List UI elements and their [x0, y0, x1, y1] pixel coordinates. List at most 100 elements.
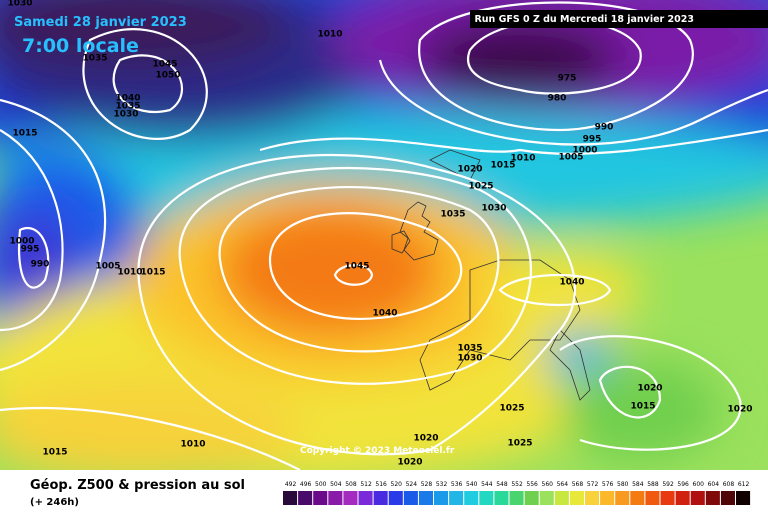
isobar-label: 1010 [180, 440, 205, 450]
isobar-label: 1020 [727, 405, 752, 415]
scale-swatch [675, 491, 690, 505]
scale-label: 532 [436, 481, 448, 488]
isobar-label: 1020 [413, 434, 438, 444]
scale-swatch [569, 491, 584, 505]
scale-swatch [313, 491, 328, 505]
scale-label: 508 [345, 481, 357, 488]
scale-swatch [418, 491, 433, 505]
isobar-labels: 1030101010351045105010401035103010159759… [7, 0, 752, 468]
scale-swatch [343, 491, 358, 505]
scale-label: 596 [677, 481, 689, 488]
scale-label: 588 [647, 481, 659, 488]
scale-label: 516 [375, 481, 387, 488]
isobar-label: 1025 [507, 439, 532, 449]
isobar-label: 1010 [317, 30, 342, 40]
scale-label: 580 [617, 481, 629, 488]
isobar-label: 1040 [372, 309, 397, 319]
scale-label: 564 [557, 481, 569, 488]
scale-swatch [479, 491, 494, 505]
isobar-label: 975 [558, 74, 577, 84]
scale-label: 584 [632, 481, 644, 488]
isobar-label: 1010 [117, 268, 142, 278]
isobar-label: 1035 [440, 210, 465, 220]
scale-swatch [539, 491, 554, 505]
scale-swatch [283, 491, 298, 505]
isobar-label: 1030 [457, 354, 482, 364]
scale-label: 572 [587, 481, 599, 488]
scale-swatch [434, 491, 449, 505]
scale-swatch [449, 491, 464, 505]
forecast-date: Samedi 28 janvier 2023 [14, 15, 187, 30]
color-scale: 492 496 500 504 508 512 516 520 524 528 532 536 540 5… [283, 481, 751, 505]
isobar-label: 1020 [397, 458, 422, 468]
scale-label: 560 [542, 481, 554, 488]
isobar-label: 1020 [637, 384, 662, 394]
scale-label: 548 [496, 481, 508, 488]
scale-label: 608 [723, 481, 735, 488]
scale-label: 492 [285, 481, 297, 488]
isobar-label: 1045 [344, 262, 369, 272]
isobar-label: 1015 [140, 268, 165, 278]
isobars [0, 1, 768, 471]
scale-label: 576 [602, 481, 614, 488]
scale-label: 528 [421, 481, 433, 488]
isobar-label: 1005 [95, 262, 120, 272]
scale-swatch [615, 491, 630, 505]
isobar-label: 1035 [82, 54, 107, 64]
isobar-label: 1015 [630, 402, 655, 412]
isobar-label: 1015 [42, 448, 67, 458]
isobar-label: 995 [583, 135, 602, 145]
isobar-label: 1045 [152, 60, 177, 70]
scale-label: 600 [693, 481, 705, 488]
isobar-label: 1005 [558, 153, 583, 163]
copyright: Copyright © 2023 Meteociel.fr [300, 446, 455, 456]
isobar-label: 1015 [490, 161, 515, 171]
scale-label: 568 [572, 481, 584, 488]
scale-swatch [630, 491, 645, 505]
scale-label: 592 [662, 481, 674, 488]
isobar-label: 1020 [457, 165, 482, 175]
scale-label: 500 [315, 481, 327, 488]
scale-swatch [690, 491, 705, 505]
scale-swatch [298, 491, 313, 505]
scale-swatch [464, 491, 479, 505]
scale-label: 540 [466, 481, 478, 488]
scale-swatch [509, 491, 524, 505]
isobar-label: 1015 [12, 129, 37, 139]
scale-swatch [494, 491, 509, 505]
scale-swatch [403, 491, 418, 505]
scale-swatch [585, 491, 600, 505]
isobar-label: 990 [595, 123, 614, 133]
isobar-label: 1000 [572, 146, 597, 156]
scale-label: 544 [481, 481, 493, 488]
scale-swatch [358, 491, 373, 505]
isobar-label: 1030 [113, 110, 138, 120]
scale-swatch [660, 491, 675, 505]
scale-label: 504 [330, 481, 342, 488]
scale-label: 536 [451, 481, 463, 488]
scale-label: 604 [708, 481, 720, 488]
isobar-label: 1040 [559, 278, 584, 288]
scale-swatch [373, 491, 388, 505]
isobar-label: 995 [21, 245, 40, 255]
run-banner [470, 10, 768, 28]
isobar-label: 1030 [7, 0, 32, 9]
scale-swatch [328, 491, 343, 505]
isobar-label: 1050 [155, 71, 180, 81]
isobar-label: 1025 [499, 404, 524, 414]
isobar-label: 1035 [115, 102, 140, 112]
scale-swatch [705, 491, 720, 505]
footer-title: Géop. Z500 & pression au sol [30, 478, 245, 493]
forecast-time: 7:00 locale [22, 35, 139, 57]
footer-lead: (+ 246h) [30, 497, 79, 508]
scale-swatch [388, 491, 403, 505]
scale-swatch [524, 491, 539, 505]
scale-swatch [600, 491, 615, 505]
isobar-label: 1000 [9, 237, 34, 247]
scale-swatch [720, 491, 735, 505]
scale-label: 612 [738, 481, 750, 488]
scale-label: 552 [511, 481, 523, 488]
scale-swatch [554, 491, 569, 505]
scale-label: 512 [360, 481, 372, 488]
